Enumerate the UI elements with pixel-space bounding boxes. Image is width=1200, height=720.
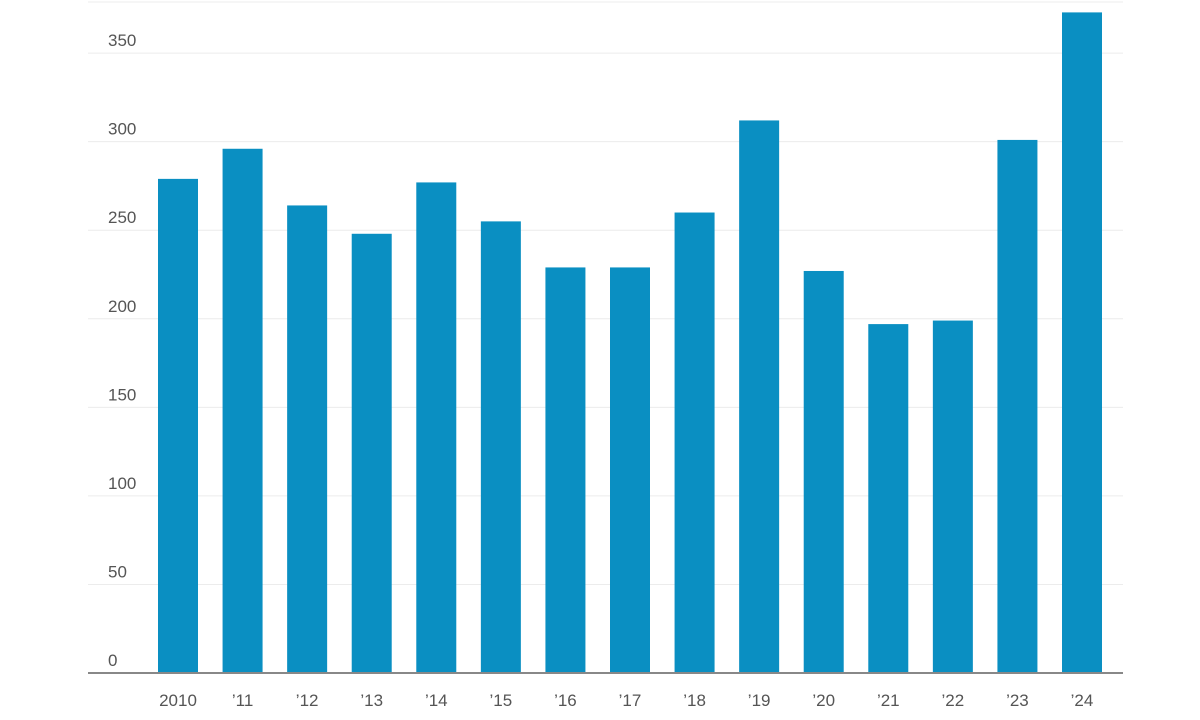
y-tick-label: 150 bbox=[108, 385, 136, 404]
x-tick-label: 2010 bbox=[159, 691, 197, 710]
x-tick-label: ’18 bbox=[683, 691, 706, 710]
bar bbox=[416, 182, 457, 673]
bar bbox=[932, 320, 973, 673]
bar bbox=[803, 270, 844, 673]
x-tick-label: ’17 bbox=[619, 691, 642, 710]
y-tick-label: 50 bbox=[108, 562, 127, 581]
y-tick-label: 200 bbox=[108, 297, 136, 316]
bar bbox=[674, 212, 715, 674]
bar bbox=[610, 267, 650, 673]
bars bbox=[158, 12, 1102, 674]
x-tick-label: ’24 bbox=[1071, 691, 1094, 710]
y-tick-label: 300 bbox=[108, 120, 136, 139]
x-tick-label: ’19 bbox=[748, 691, 771, 710]
bar bbox=[222, 148, 263, 673]
x-tick-label: ’20 bbox=[812, 691, 835, 710]
x-axis-tick-labels: 2010 ’11 ’12 ’13 ’14 ’15 ’16 ’17 ’18 ’19 ’20 ’21 ’22… bbox=[159, 691, 1093, 710]
x-tick-label: ’14 bbox=[425, 691, 448, 710]
bar bbox=[545, 267, 586, 673]
x-tick-label: ’16 bbox=[554, 691, 577, 710]
x-tick-label: ’12 bbox=[296, 691, 319, 710]
bar bbox=[868, 324, 909, 673]
bar bbox=[287, 205, 328, 673]
bar bbox=[480, 221, 521, 673]
y-tick-label: 250 bbox=[108, 208, 136, 227]
x-tick-label: ’22 bbox=[942, 691, 965, 710]
bar bbox=[1062, 12, 1102, 674]
bar bbox=[739, 120, 780, 673]
x-tick-label: ’13 bbox=[360, 691, 383, 710]
bar bbox=[997, 139, 1038, 674]
y-tick-label: 350 bbox=[108, 31, 136, 50]
x-tick-label: ’11 bbox=[232, 691, 253, 710]
x-tick-label: ’23 bbox=[1006, 691, 1029, 710]
x-tick-label: ’21 bbox=[877, 691, 900, 710]
x-tick-label: ’15 bbox=[490, 691, 513, 710]
bar bbox=[351, 233, 392, 674]
y-tick-label: 100 bbox=[108, 474, 136, 493]
bar bbox=[158, 178, 198, 673]
y-axis-tick-labels: 0 50 100 150 200 250 300 350 bbox=[108, 31, 136, 670]
y-tick-label: 0 bbox=[108, 651, 117, 670]
